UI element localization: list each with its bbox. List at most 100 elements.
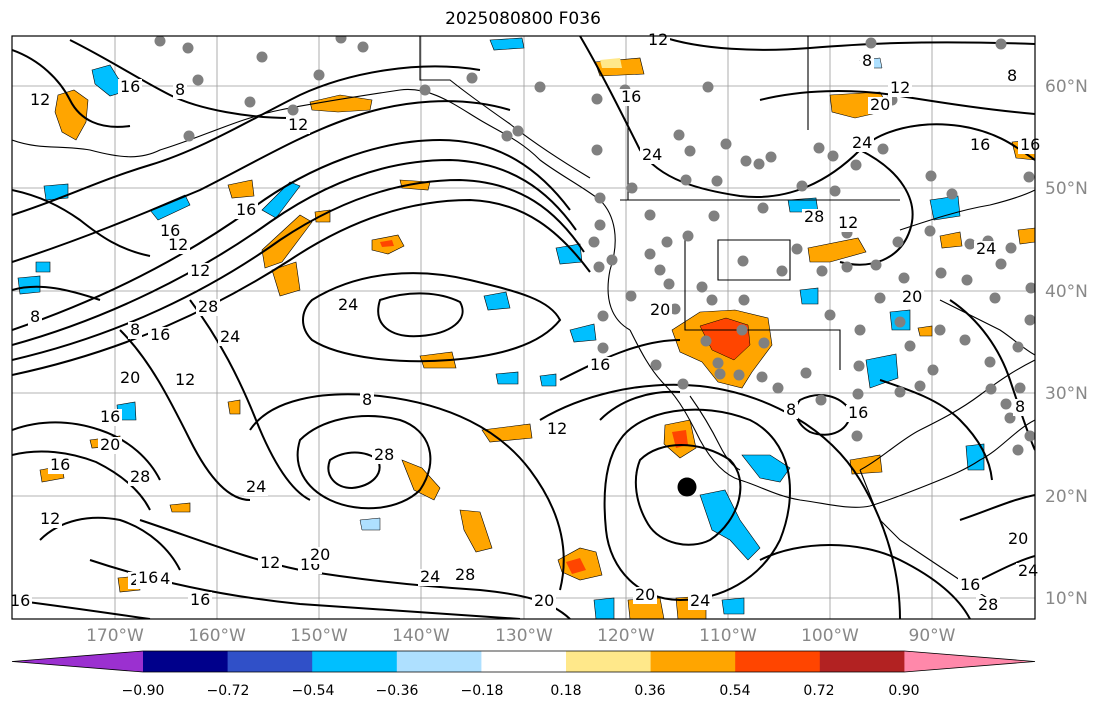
contour-value-label: 16 bbox=[120, 77, 140, 96]
contour-label-background bbox=[1018, 137, 1042, 154]
contour-value-label: 8 bbox=[362, 390, 372, 409]
contour-label-background bbox=[888, 80, 912, 97]
lat-label: 10°N bbox=[1045, 589, 1088, 609]
contour-value-label: 16 bbox=[236, 200, 256, 219]
contour-value-label: 28 bbox=[455, 565, 475, 584]
colorbar-tick-label: 0.18 bbox=[550, 683, 582, 699]
contour-label-background bbox=[418, 569, 442, 586]
negative-anomaly-shading bbox=[17, 37, 985, 619]
contour-label-background bbox=[158, 223, 182, 240]
lon-label: 140°W bbox=[392, 626, 450, 646]
contour-label-background bbox=[128, 322, 142, 339]
contour-value-label: 12 bbox=[40, 509, 60, 528]
contour-label-background bbox=[136, 570, 160, 587]
lon-label: 120°W bbox=[597, 626, 655, 646]
contour-lines bbox=[12, 36, 1035, 619]
contour-value-label: 24 bbox=[976, 239, 996, 258]
contour-value-label: 20 bbox=[650, 300, 670, 319]
contour-value-label: 16 bbox=[590, 355, 610, 374]
contour-value-label: 16 bbox=[100, 407, 120, 426]
contour-value-label: 16 bbox=[10, 591, 30, 610]
contour-value-label: 8 bbox=[30, 307, 40, 326]
colorbar-segment bbox=[481, 651, 567, 672]
station-markers bbox=[154, 36, 1035, 456]
contour-value-label: 24 bbox=[338, 295, 358, 314]
contour-value-label: 20 bbox=[534, 591, 554, 610]
contour-value-label: 8 bbox=[130, 320, 140, 339]
contour-label-background bbox=[974, 241, 998, 258]
lon-label: 110°W bbox=[699, 626, 757, 646]
colorbar bbox=[11, 650, 1036, 673]
colorbar-tick-label: −0.72 bbox=[206, 683, 250, 699]
lon-label: 130°W bbox=[495, 626, 553, 646]
contour-label-background bbox=[118, 79, 142, 96]
contour-value-label: 24 bbox=[1018, 561, 1038, 580]
contour-label-background bbox=[968, 137, 992, 154]
contour-label-background bbox=[188, 592, 212, 609]
contour-value-label: 16 bbox=[621, 87, 641, 106]
colorbar-segment bbox=[312, 651, 398, 672]
contour-value-label: 16 bbox=[1020, 135, 1040, 154]
contour-value-label: 20 bbox=[870, 95, 890, 114]
lat-label: 50°N bbox=[1045, 179, 1088, 199]
colorbar-segment bbox=[819, 651, 905, 672]
colorbar-extend-max bbox=[904, 651, 1035, 672]
contour-value-label: 28 bbox=[804, 207, 824, 226]
contour-value-label: 12 bbox=[260, 553, 280, 572]
contour-label-background bbox=[98, 437, 122, 454]
contour-label-background bbox=[1005, 68, 1019, 85]
contour-label-background bbox=[173, 82, 187, 99]
contour-label-background bbox=[1013, 399, 1027, 416]
colorbar-tick-label: −0.54 bbox=[291, 683, 335, 699]
contour-value-label: 12 bbox=[30, 90, 50, 109]
colorbar-segment bbox=[735, 651, 821, 672]
contour-label-background bbox=[633, 587, 657, 604]
contour-value-label: 28 bbox=[198, 297, 218, 316]
map-frame bbox=[11, 35, 1036, 620]
lon-label: 170°W bbox=[86, 626, 144, 646]
contour-label-background bbox=[196, 299, 220, 316]
contour-value-label: 12 bbox=[175, 370, 195, 389]
contour-label-background bbox=[258, 555, 282, 572]
contour-value-label: 28 bbox=[978, 595, 998, 614]
contour-value-label: 24 bbox=[642, 145, 662, 164]
coastlines bbox=[12, 36, 1035, 601]
contour-value-label: 12 bbox=[168, 235, 188, 254]
contour-label-background bbox=[619, 89, 643, 106]
contour-label-background bbox=[28, 92, 52, 109]
contour-label-background bbox=[453, 567, 477, 584]
contour-value-label: 20 bbox=[100, 435, 120, 454]
contour-label-background bbox=[900, 289, 924, 306]
contour-label-background bbox=[286, 117, 310, 134]
contour-label-background bbox=[545, 421, 569, 438]
contour-label-background bbox=[836, 215, 860, 232]
lon-label: 100°W bbox=[801, 626, 859, 646]
contour-value-label: 28 bbox=[130, 467, 150, 486]
contour-label-background bbox=[360, 392, 374, 409]
contour-label-background bbox=[28, 309, 42, 326]
colorbar-segment bbox=[227, 651, 313, 672]
contour-label-background bbox=[244, 479, 268, 496]
cyclone-center-marker bbox=[677, 477, 697, 497]
contour-value-label: 12 bbox=[838, 213, 858, 232]
contour-value-label: 16 bbox=[190, 590, 210, 609]
contour-value-label: 24 bbox=[220, 327, 240, 346]
contour-value-label: 24 bbox=[852, 133, 872, 152]
colorbar-tick-label: 0.72 bbox=[803, 683, 835, 699]
contour-value-label: 20 bbox=[635, 585, 655, 604]
contour-value-label: 16 bbox=[50, 455, 70, 474]
colorbar-tick-label: 0.36 bbox=[634, 683, 666, 699]
contour-label-background bbox=[958, 577, 982, 594]
contour-value-label: 24 bbox=[690, 591, 710, 610]
contour-label-background bbox=[640, 147, 664, 164]
lat-label: 40°N bbox=[1045, 282, 1088, 302]
colorbar-tick-label: 0.90 bbox=[888, 683, 920, 699]
lon-label: 160°W bbox=[188, 626, 246, 646]
contour-label-background bbox=[38, 511, 62, 528]
contour-value-label: 16 bbox=[150, 325, 170, 344]
contour-value-label: 24 bbox=[246, 477, 266, 496]
contour-value-label: 16 bbox=[138, 568, 158, 587]
contour-label-background bbox=[336, 297, 360, 314]
colorbar-segment bbox=[396, 651, 482, 672]
